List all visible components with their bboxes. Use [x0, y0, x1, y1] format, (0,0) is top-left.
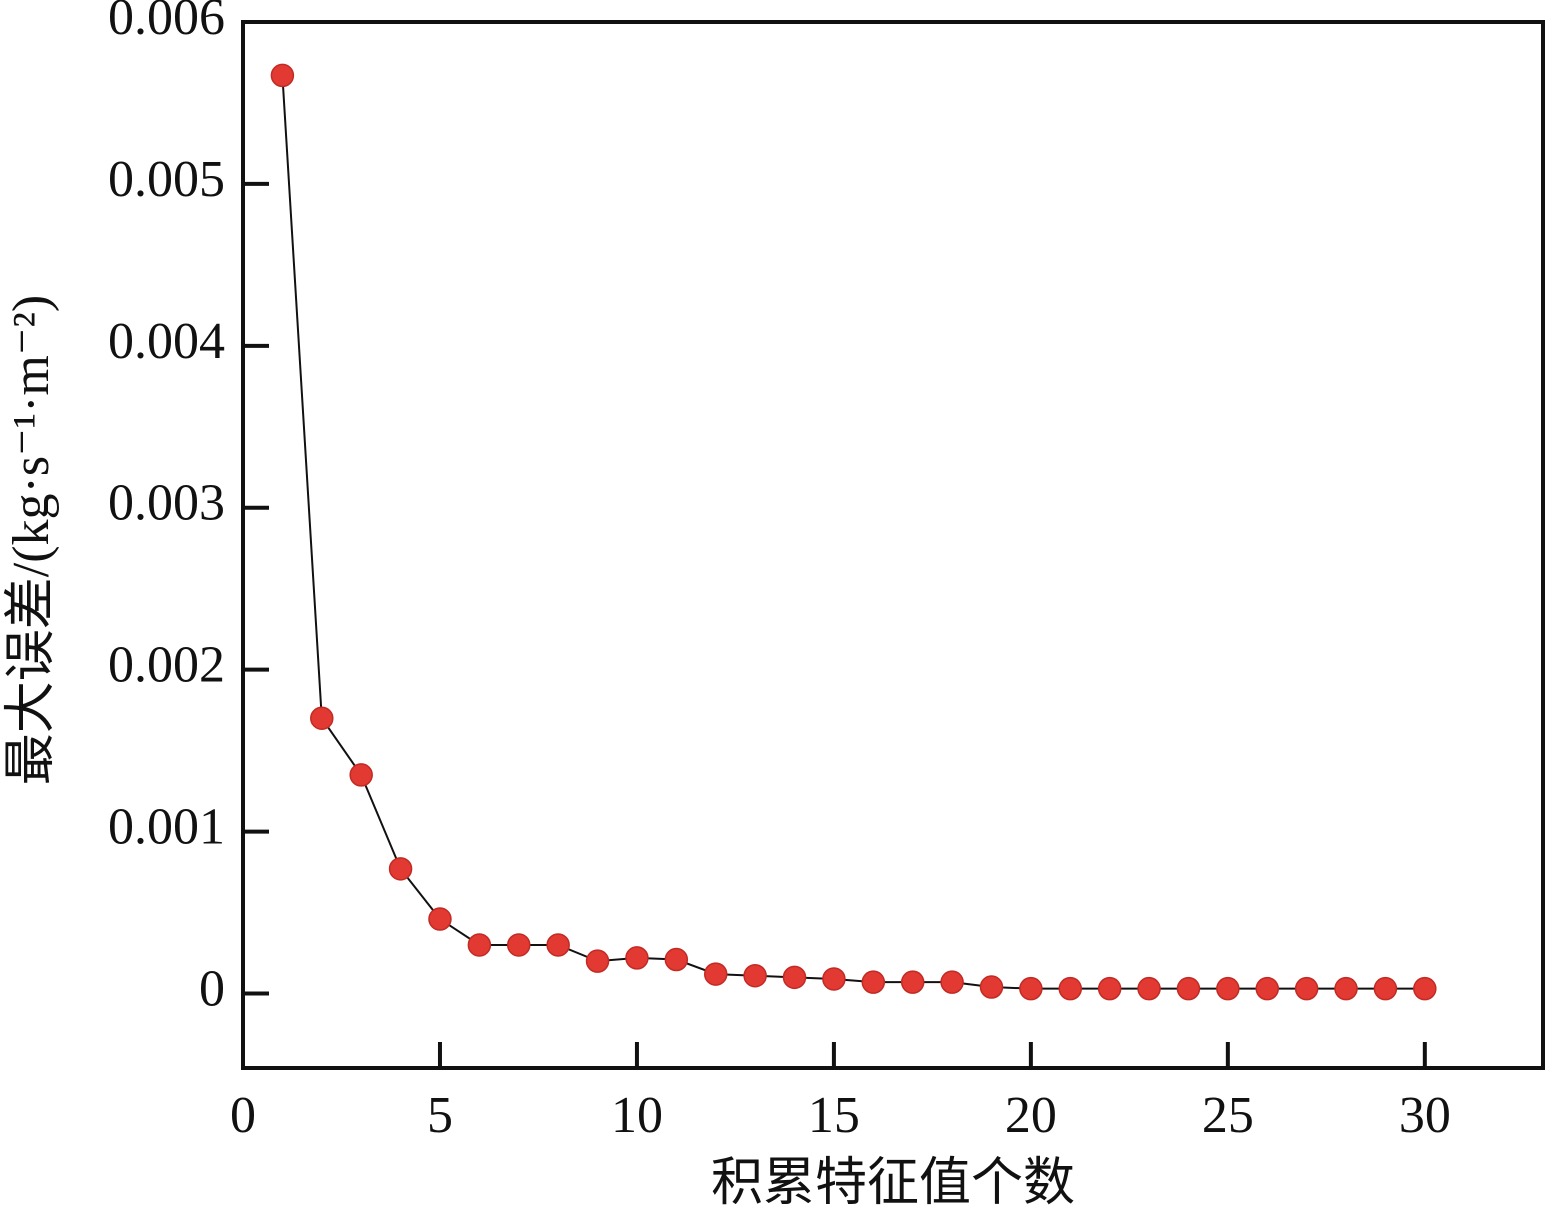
data-point — [1097, 976, 1122, 1001]
data-point — [585, 949, 610, 973]
data-point — [822, 967, 846, 991]
y-tick-label: 0.002 — [108, 637, 225, 694]
y-tick-label: 0.006 — [108, 0, 225, 46]
y-tick-label: 0.003 — [108, 475, 225, 532]
data-point — [782, 965, 807, 990]
data-point — [940, 970, 964, 994]
data-point — [310, 706, 334, 731]
data-point — [388, 857, 413, 881]
data-point — [1176, 976, 1201, 1001]
data-point — [861, 970, 886, 994]
data-point — [467, 933, 492, 957]
data-point — [1058, 976, 1083, 1001]
x-axis-title: 积累特征值个数 — [711, 1155, 1075, 1212]
data-point — [1294, 976, 1319, 1001]
y-tick-label: 0.004 — [108, 313, 225, 370]
x-tick-label: 5 — [427, 1087, 453, 1144]
y-tick-label: 0.001 — [108, 799, 225, 856]
data-point — [1137, 976, 1161, 1001]
data-point — [703, 962, 728, 986]
data-point — [1413, 976, 1437, 1001]
data-point — [1019, 976, 1043, 1001]
x-tick-label: 10 — [611, 1087, 663, 1144]
data-point — [1216, 976, 1240, 1001]
data-point — [979, 975, 1004, 999]
data-point — [546, 933, 570, 957]
data-point — [270, 63, 295, 88]
x-tick-label: 0 — [230, 1087, 256, 1144]
data-point — [507, 933, 531, 957]
data-point — [900, 970, 925, 994]
data-point — [625, 946, 649, 970]
data-point — [1334, 976, 1358, 1001]
data-point — [1255, 976, 1279, 1001]
x-tick-label: 25 — [1202, 1087, 1254, 1144]
x-tick-label: 15 — [808, 1087, 860, 1144]
data-point — [743, 963, 767, 988]
y-tick-label: 0.005 — [108, 151, 225, 208]
data-point — [664, 947, 689, 972]
plot-frame — [241, 20, 1545, 1070]
x-tick-label: 30 — [1399, 1087, 1451, 1144]
data-point — [428, 907, 452, 931]
series-line — [281, 75, 1425, 990]
data-point — [349, 763, 373, 787]
y-axis-title: 最大误差/(kg·s⁻¹·m⁻²) — [3, 295, 60, 785]
x-tick-label: 20 — [1005, 1087, 1057, 1144]
data-point — [1373, 976, 1398, 1001]
y-tick-label: 0 — [199, 960, 225, 1017]
